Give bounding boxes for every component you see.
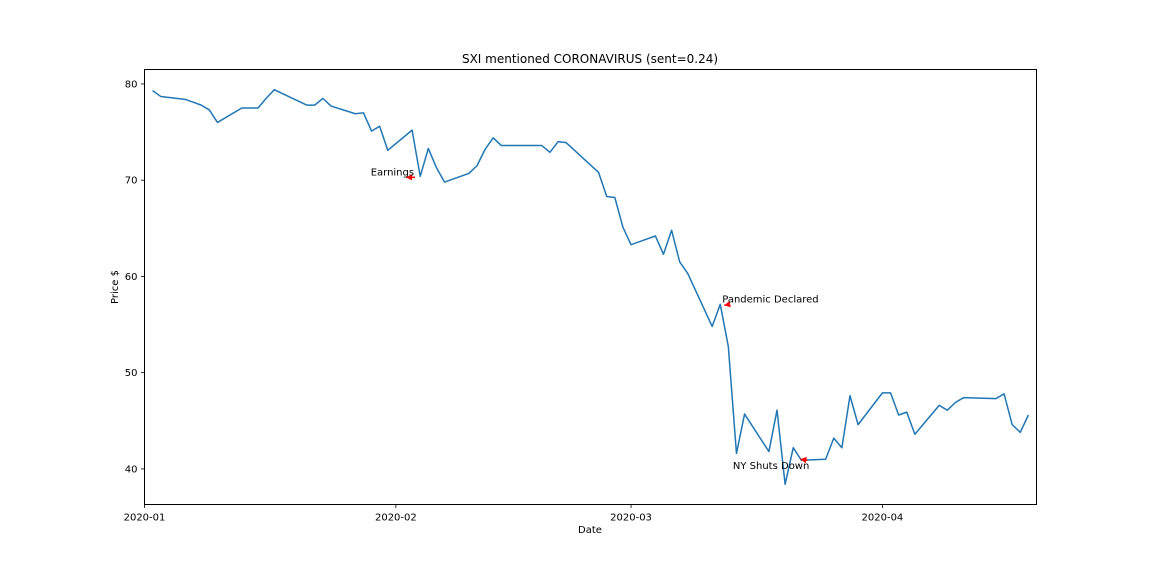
y-tick-label: 50 bbox=[125, 368, 138, 379]
y-tick-label: 80 bbox=[125, 79, 138, 90]
annotation-arrow-head bbox=[800, 456, 807, 464]
y-axis-label: Price $ bbox=[110, 270, 121, 304]
y-tick-label: 60 bbox=[125, 272, 138, 283]
x-tick-label: 2020-02 bbox=[375, 513, 417, 524]
chart-title: SXI mentioned CORONAVIRUS (sent=0.24) bbox=[462, 52, 718, 66]
x-tick-label: 2020-04 bbox=[862, 513, 904, 524]
annotation-label: Earnings bbox=[371, 167, 414, 178]
axes-frame bbox=[144, 69, 1037, 505]
x-tick-label: 2020-03 bbox=[610, 513, 652, 524]
annotations: Earnings Pandemic Declared NY Shuts Down bbox=[371, 167, 819, 472]
y-axis: 40 50 60 70 80 bbox=[125, 79, 145, 475]
x-axis-label: Date bbox=[578, 525, 602, 536]
annotation-label: Pandemic Declared bbox=[722, 294, 818, 305]
x-tick-label: 2020-01 bbox=[124, 513, 166, 524]
annotation-arrow-head bbox=[724, 301, 731, 308]
annotation-label: NY Shuts Down bbox=[733, 461, 809, 472]
x-axis: 2020-01 2020-02 2020-03 2020-04 bbox=[124, 504, 904, 524]
y-tick-label: 70 bbox=[125, 176, 138, 187]
plot-area bbox=[152, 88, 1030, 486]
series-line bbox=[152, 88, 1030, 486]
y-tick-label: 40 bbox=[125, 464, 138, 475]
annotation-arrow-head bbox=[406, 174, 413, 181]
